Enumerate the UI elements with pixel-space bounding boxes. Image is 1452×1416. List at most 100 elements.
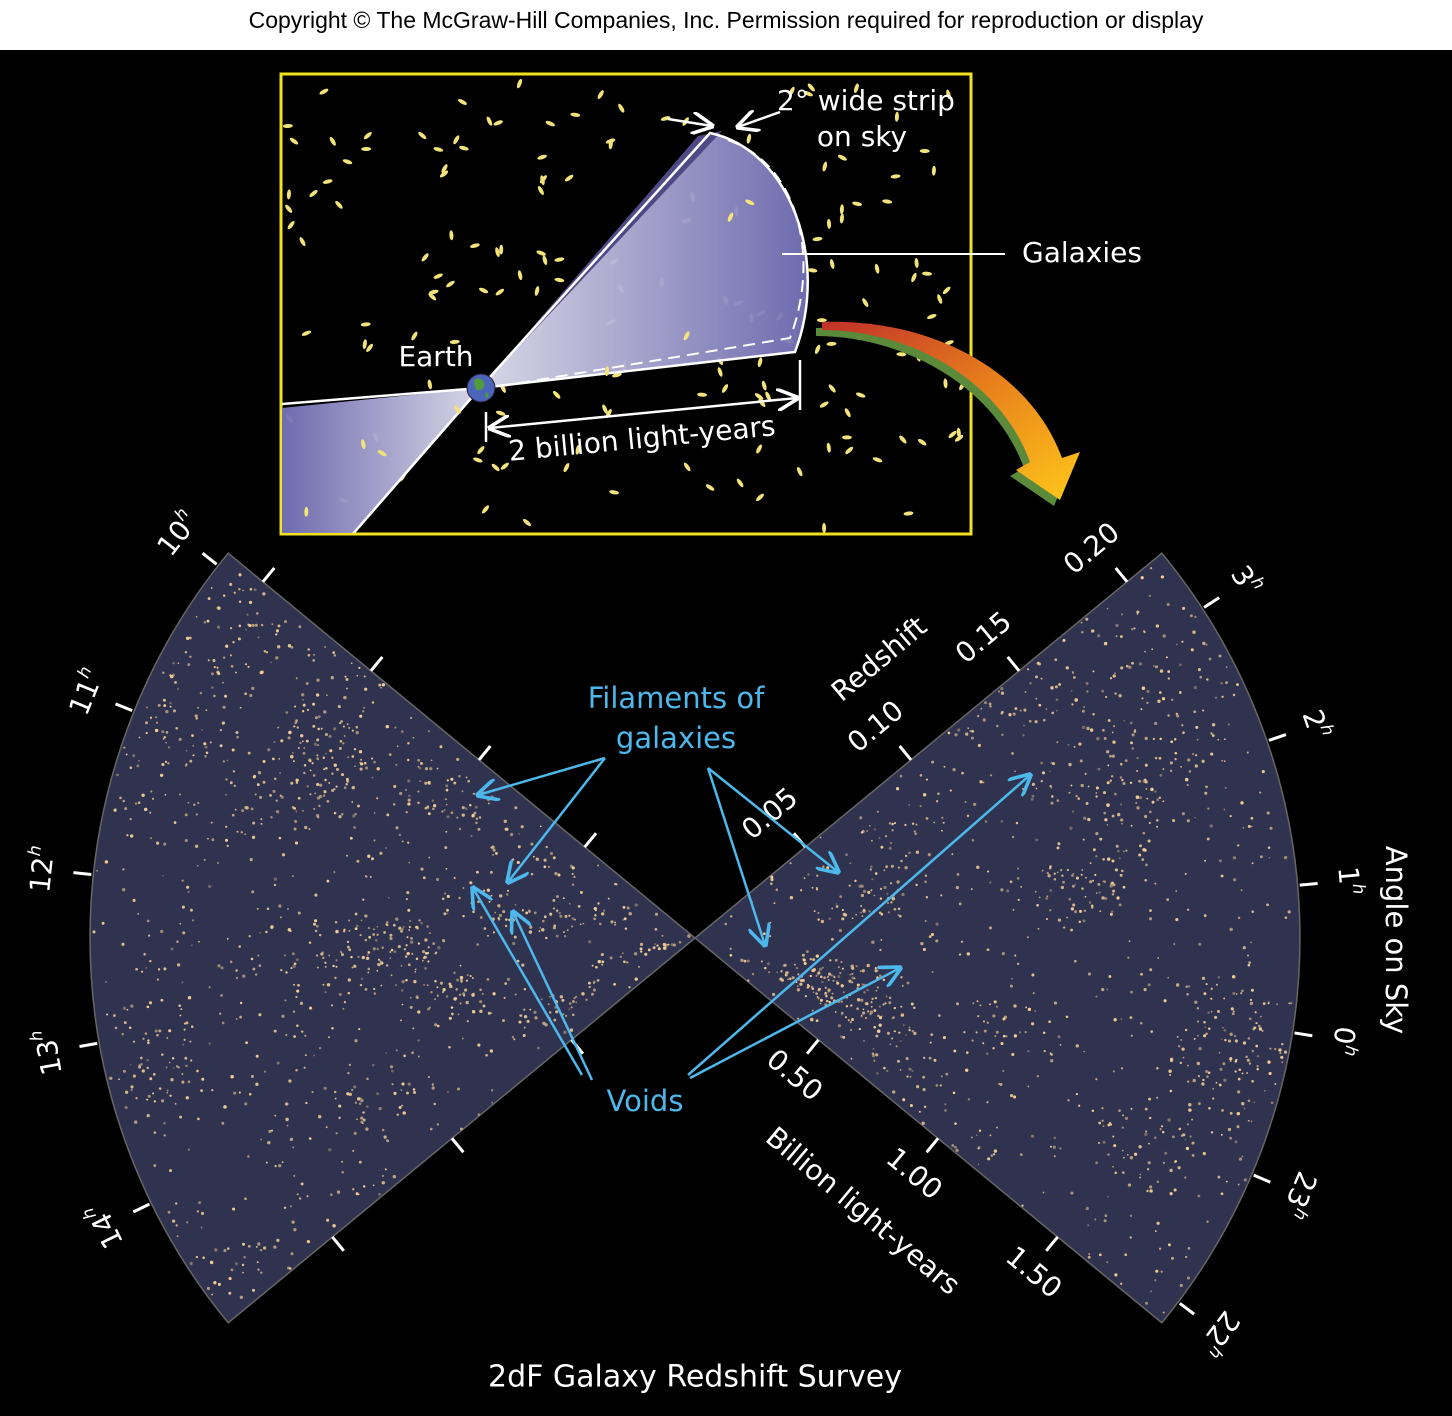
galaxy-point: [1152, 801, 1155, 804]
galaxy-point: [1144, 1133, 1147, 1136]
galaxy-point: [1092, 713, 1094, 715]
galaxy-point: [217, 625, 220, 628]
galaxy-point: [505, 925, 507, 927]
galaxy-point: [1116, 845, 1119, 848]
galaxy-point: [354, 748, 356, 750]
galaxy-point: [986, 1052, 989, 1055]
galaxy-point: [508, 919, 511, 922]
galaxy-point: [317, 728, 319, 730]
galaxy-point: [916, 851, 919, 854]
galaxy-point: [1018, 899, 1020, 901]
galaxy-point: [246, 806, 249, 809]
galaxy-point: [302, 699, 304, 701]
galaxy-point: [219, 1013, 221, 1015]
galaxy-point: [264, 650, 266, 652]
galaxy-point: [1194, 616, 1196, 618]
galaxy-point: [1247, 751, 1249, 753]
galaxy-point: [141, 971, 143, 973]
galaxy-point: [1095, 792, 1097, 794]
galaxy-point: [1048, 1020, 1051, 1023]
galaxy-point: [449, 983, 452, 986]
galaxy-point: [1067, 1099, 1069, 1101]
galaxy-point: [124, 1021, 127, 1024]
galaxy-point: [466, 980, 468, 982]
galaxy-point: [400, 1019, 402, 1021]
galaxy-point: [260, 1139, 262, 1141]
galaxy-point: [1108, 719, 1111, 722]
galaxy-point: [1212, 1088, 1214, 1090]
galaxy-point: [316, 754, 318, 756]
galaxy-point: [1148, 983, 1151, 986]
galaxy-point: [196, 1070, 198, 1072]
galaxy-point: [1235, 1070, 1237, 1072]
galaxy-point: [956, 1002, 959, 1005]
galaxy-point: [1071, 874, 1074, 877]
galaxy-point: [524, 1015, 527, 1018]
galaxy-point: [316, 738, 319, 741]
galaxy-point: [406, 1092, 409, 1095]
galaxy-point: [335, 930, 338, 933]
galaxy-point: [1176, 644, 1178, 646]
galaxy-point: [1010, 1094, 1013, 1097]
galaxy-point: [242, 590, 244, 592]
galaxy-point: [1212, 723, 1215, 726]
galaxy-point: [287, 1267, 290, 1270]
galaxy-point: [1040, 762, 1043, 765]
galaxy-point: [826, 1000, 828, 1002]
galaxy-point: [211, 672, 214, 675]
galaxy-point: [1135, 802, 1137, 804]
galaxy-point: [184, 1029, 186, 1031]
galaxy-point: [1210, 998, 1212, 1000]
galaxy-point: [572, 1013, 575, 1016]
galaxy-point: [1091, 905, 1094, 908]
galaxy-point: [314, 919, 317, 922]
galaxy-point: [1103, 791, 1106, 794]
galaxy-point: [1095, 996, 1097, 998]
galaxy-point: [165, 742, 167, 744]
galaxy-point: [1191, 1119, 1193, 1121]
galaxy-point: [329, 735, 332, 738]
galaxy-point: [764, 967, 766, 969]
galaxy-point: [1043, 719, 1046, 722]
galaxy-point: [434, 980, 436, 982]
galaxy-point: [182, 981, 184, 983]
galaxy-point: [1120, 818, 1123, 821]
galaxy-point: [1185, 1029, 1187, 1031]
galaxy-point: [599, 923, 602, 926]
galaxy-point: [990, 1135, 992, 1137]
galaxy-point: [251, 687, 254, 690]
galaxy-point: [855, 965, 857, 967]
galaxy-point: [1011, 1053, 1014, 1056]
galaxy-point: [897, 1060, 900, 1063]
galaxy-point: [1039, 897, 1041, 899]
galaxy-point: [272, 623, 274, 625]
galaxy-point: [1120, 1283, 1122, 1285]
galaxy-point: [655, 928, 658, 931]
galaxy-point: [1091, 629, 1094, 632]
galaxy-point: [792, 976, 795, 979]
galaxy-point: [1106, 750, 1109, 753]
galaxy-point: [274, 1030, 277, 1033]
galaxy-point: [144, 808, 147, 811]
galaxy-point: [274, 877, 277, 880]
galaxy-point: [1110, 677, 1112, 679]
galaxy-point: [989, 703, 992, 706]
galaxy-point: [1237, 1090, 1240, 1093]
galaxy-point: [979, 780, 982, 783]
galaxy-point: [433, 804, 436, 807]
galaxy-point: [1020, 1153, 1023, 1156]
galaxy-point: [948, 732, 951, 735]
galaxy-point: [1076, 877, 1079, 880]
galaxy-point: [814, 910, 816, 912]
galaxy-point: [1233, 856, 1236, 859]
galaxy-point: [1223, 1029, 1226, 1032]
galaxy-point: [1119, 694, 1122, 697]
galaxy-point: [356, 731, 359, 734]
galaxy-point: [302, 810, 304, 812]
galaxy-point: [1253, 1102, 1255, 1104]
galaxy-point: [967, 815, 969, 817]
galaxy-point: [1175, 890, 1177, 892]
galaxy-point: [868, 910, 870, 912]
galaxy-point: [185, 651, 187, 653]
galaxy-point: [469, 881, 472, 884]
